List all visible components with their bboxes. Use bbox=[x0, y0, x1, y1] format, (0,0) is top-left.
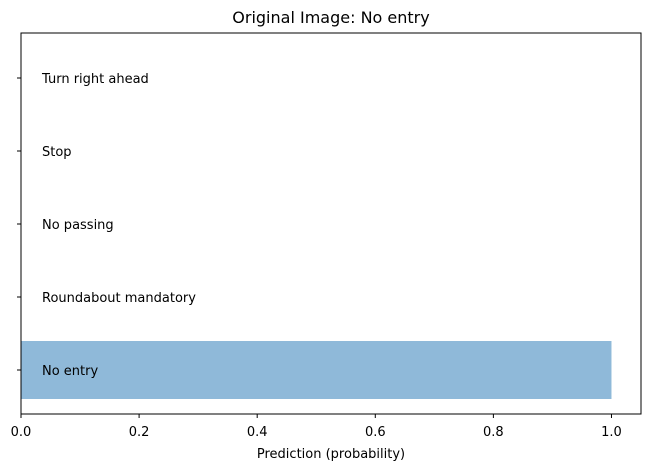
y-ticks bbox=[17, 77, 21, 371]
bar-label: No entry bbox=[42, 364, 98, 379]
x-tick-label: 0.0 bbox=[11, 425, 32, 440]
x-axis-label: Prediction (probability) bbox=[257, 447, 405, 462]
x-tick-label: 0.8 bbox=[483, 425, 504, 440]
x-tick-label: 0.6 bbox=[365, 425, 386, 440]
chart-title: Original Image: No entry bbox=[232, 8, 429, 27]
x-ticks: 0.0 0.2 0.4 0.6 0.8 1.0 bbox=[11, 414, 622, 440]
bar-label: Roundabout mandatory bbox=[42, 291, 196, 306]
bar-label: No passing bbox=[42, 218, 114, 233]
bars-layer bbox=[21, 341, 612, 399]
bar-labels: No entry Roundabout mandatory No passing St… bbox=[41, 72, 196, 379]
x-tick-label: 0.2 bbox=[129, 425, 150, 440]
bar bbox=[21, 341, 612, 399]
bar-label: Turn right ahead bbox=[41, 72, 149, 87]
bar-label: Stop bbox=[42, 145, 72, 160]
x-tick-label: 1.0 bbox=[601, 425, 622, 440]
x-tick-label: 0.4 bbox=[247, 425, 268, 440]
